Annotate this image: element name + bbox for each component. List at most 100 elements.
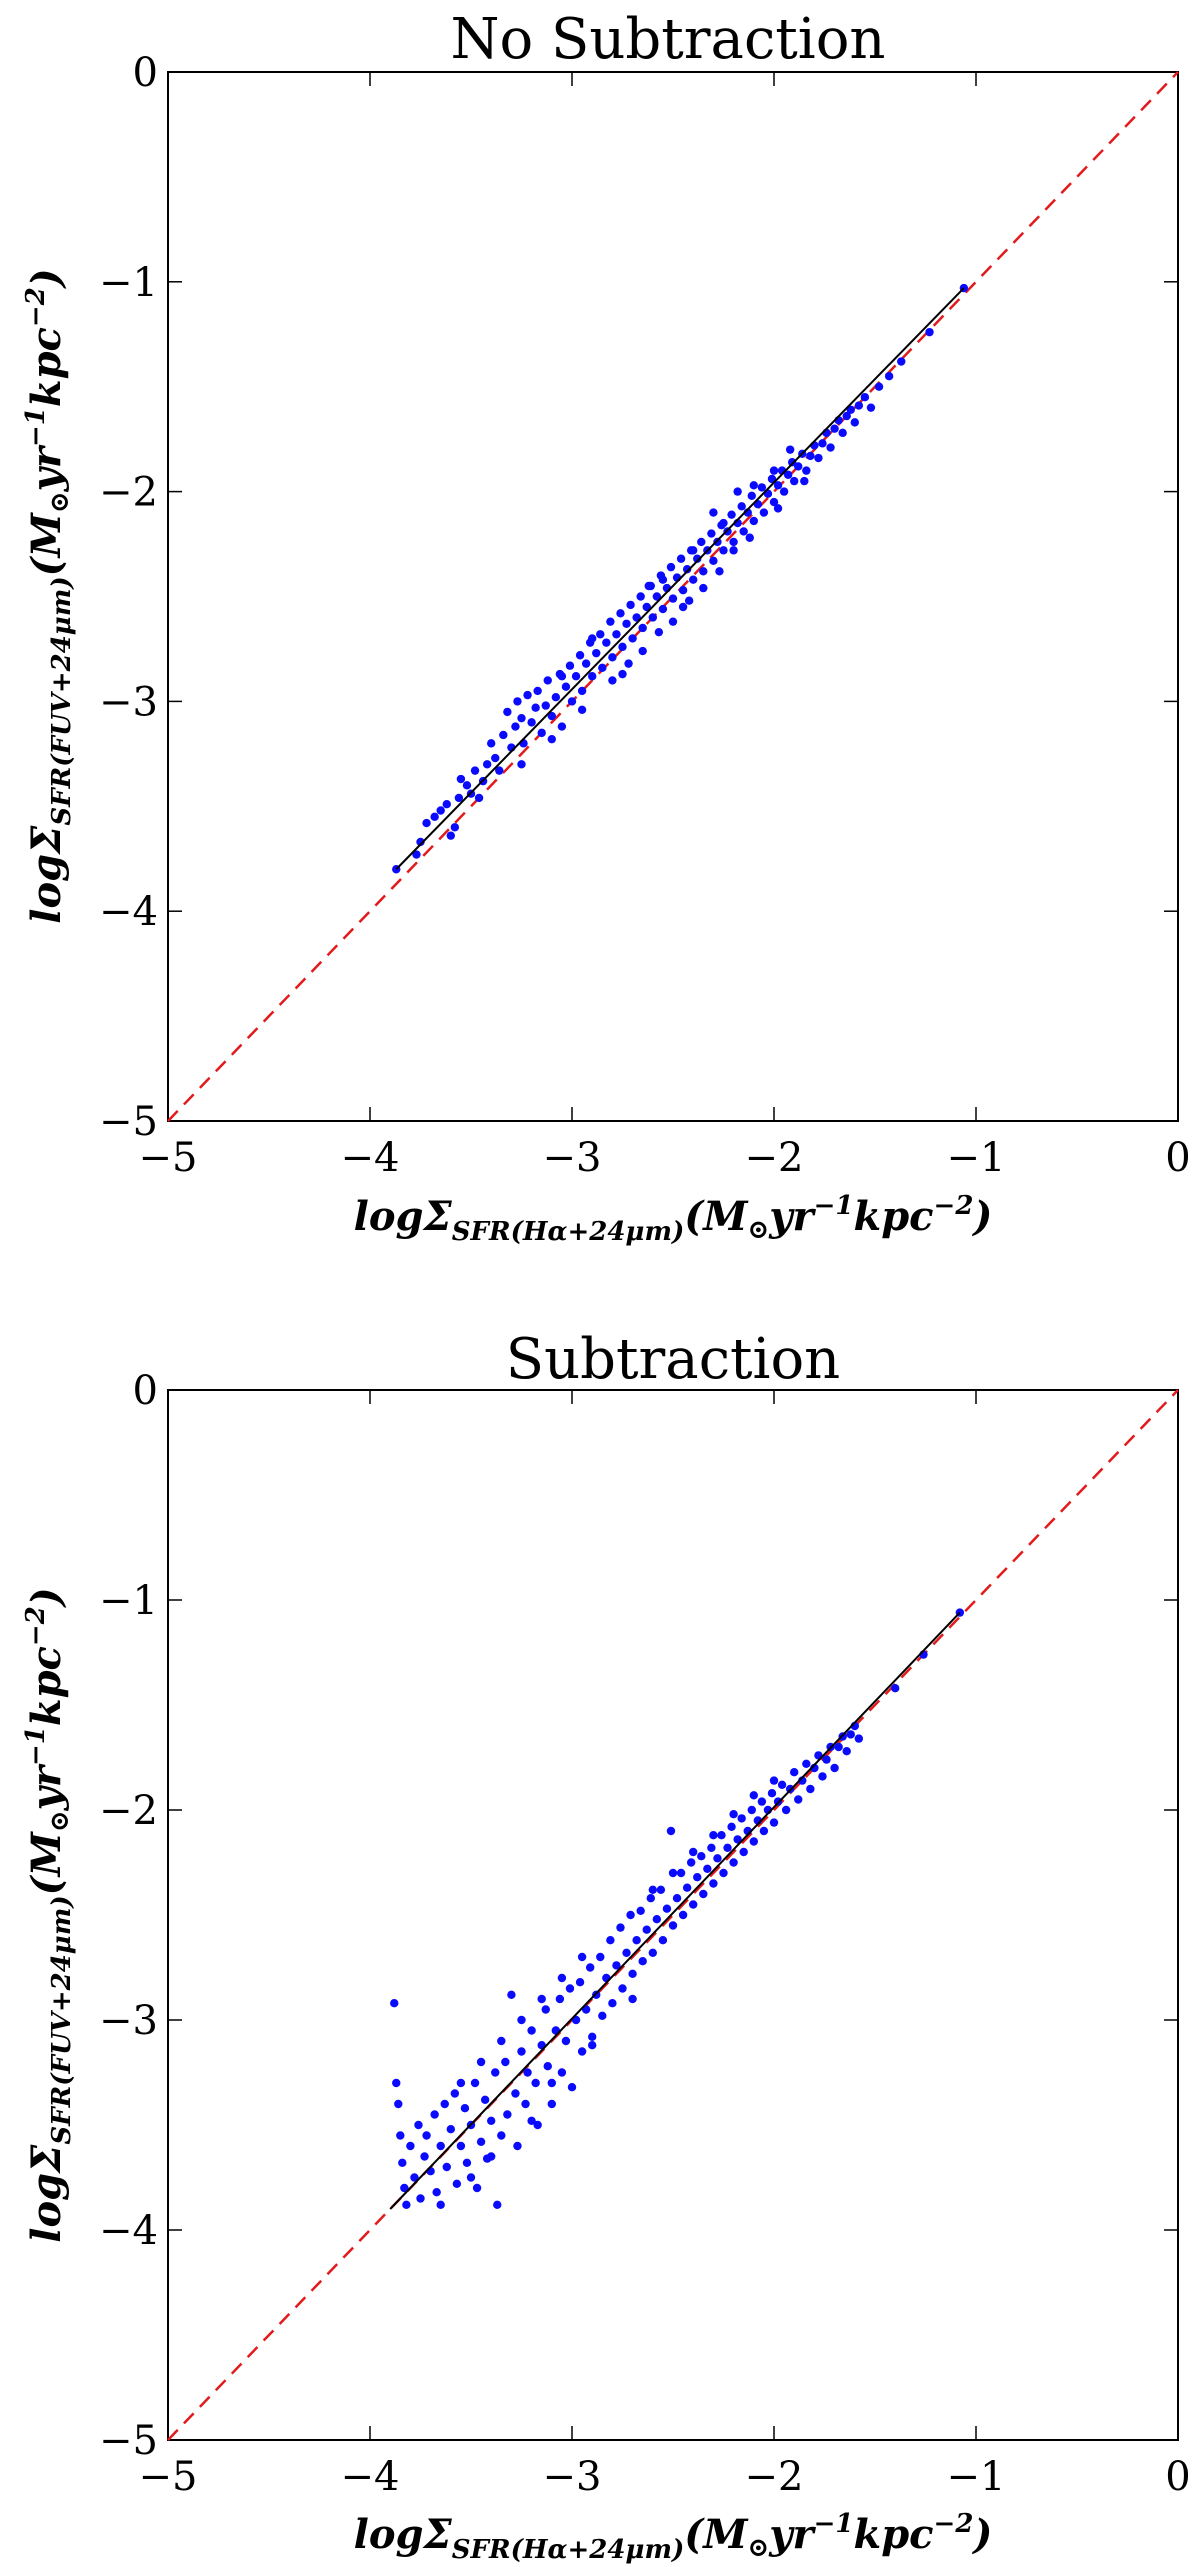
one-to-one-line [167,71,1179,1122]
data-point [618,1984,627,1993]
data-point [668,594,678,603]
data-point [850,418,859,427]
x-axis-label: logΣSFR(Hα+24μm)(M⊙yr−1kpc−2) [354,2509,993,2565]
data-point [577,705,587,714]
axis-ticks: −5 −4 −3 −2 −1 0 −5 −4 −3 −2 −1 0 [99,1368,1191,2500]
data-point [555,1994,565,2004]
data-point [790,1768,799,1777]
x-tick-label: −1 [947,1135,1006,1181]
data-point [624,659,633,668]
y-tick-label: −5 [99,2418,158,2464]
data-point [749,1791,758,1800]
data-point [565,1984,575,1993]
data-point [719,546,728,555]
data-point [652,1915,662,1924]
data-point [654,627,664,637]
x-tick-label: −4 [341,1135,400,1181]
data-point [814,453,823,463]
data-point [897,357,906,366]
data-point [785,445,795,454]
y-axis-label: logΣSFR(FUV+24μm)(M⊙yr−1kpc−2) [21,268,77,923]
data-point [606,617,615,626]
panel-subtraction: Subtraction −5 −4 −3 −2 −1 0 −5 −4 −3 −2 −1 0 logΣS… [21,1327,1191,2565]
data-point [608,653,617,662]
data-point [874,382,884,391]
data-point [699,567,708,576]
x-tick-label: −5 [139,2454,198,2500]
data-point [474,793,484,803]
data-point [571,672,581,681]
data-point [456,2141,466,2151]
data-point [491,2068,500,2077]
data-point [462,781,472,790]
data-point [733,1835,742,1844]
one-to-one-line [167,1389,1179,2441]
data-point [790,476,799,486]
data-point [567,697,577,706]
y-tick-label: −3 [99,1998,158,2044]
data-point [802,1759,811,1769]
data-point [642,1925,651,1934]
data-point [769,1776,779,1785]
data-point [769,497,779,507]
data-point [703,1864,712,1874]
data-point [412,850,421,859]
data-point [476,2057,486,2067]
data-point [454,793,464,803]
data-point [507,1990,516,2000]
data-point [541,2005,550,2014]
data-point [846,405,855,414]
x-tick-label: −1 [947,2454,1006,2500]
data-point [523,690,532,700]
data-point [602,638,611,647]
data-point [715,567,724,576]
data-point [842,411,851,421]
data-point [533,686,542,696]
data-point [717,1831,726,1840]
data-point [462,2158,472,2167]
chart-title: No Subtraction [450,7,885,72]
data-point [596,630,605,639]
data-point [398,2158,407,2167]
data-point [577,1952,587,1962]
data-point [487,2116,496,2125]
data-point [699,1889,708,1899]
data-point [440,2099,449,2109]
data-point [406,2141,415,2151]
data-point [749,516,758,526]
data-point [769,466,779,475]
data-point [636,1906,645,1916]
data-point [648,613,657,622]
data-point [436,2141,445,2151]
data-point [787,458,797,467]
data-point [598,2011,607,2021]
data-point [666,1826,676,1836]
data-point [430,2110,439,2119]
data-point [668,1921,678,1930]
data-point [394,2099,403,2109]
data-point [503,707,512,717]
data-point [517,2047,526,2056]
data-point [802,466,811,475]
data-point [466,2173,476,2182]
data-point [644,581,653,591]
y-tick-label: −5 [99,1099,158,1145]
x-tick-label: 0 [1165,1135,1190,1181]
data-point [737,1814,746,1823]
x-axis-label: logΣSFR(Hα+24μm)(M⊙yr−1kpc−2) [354,1191,993,1247]
data-point [537,1994,546,2004]
x-tick-label: −2 [745,1135,804,1181]
data-point [658,1936,668,1945]
data-point [749,1837,758,1846]
data-point [436,2200,445,2209]
data-point [652,592,662,601]
data-point [390,1999,399,2008]
data-point [713,1854,722,1863]
data-point [575,1978,585,1987]
data-point [697,1852,706,1861]
data-point [779,487,789,496]
data-point [577,686,587,696]
data-point [416,2194,425,2203]
data-point [860,392,870,402]
data-point [557,1973,567,1983]
